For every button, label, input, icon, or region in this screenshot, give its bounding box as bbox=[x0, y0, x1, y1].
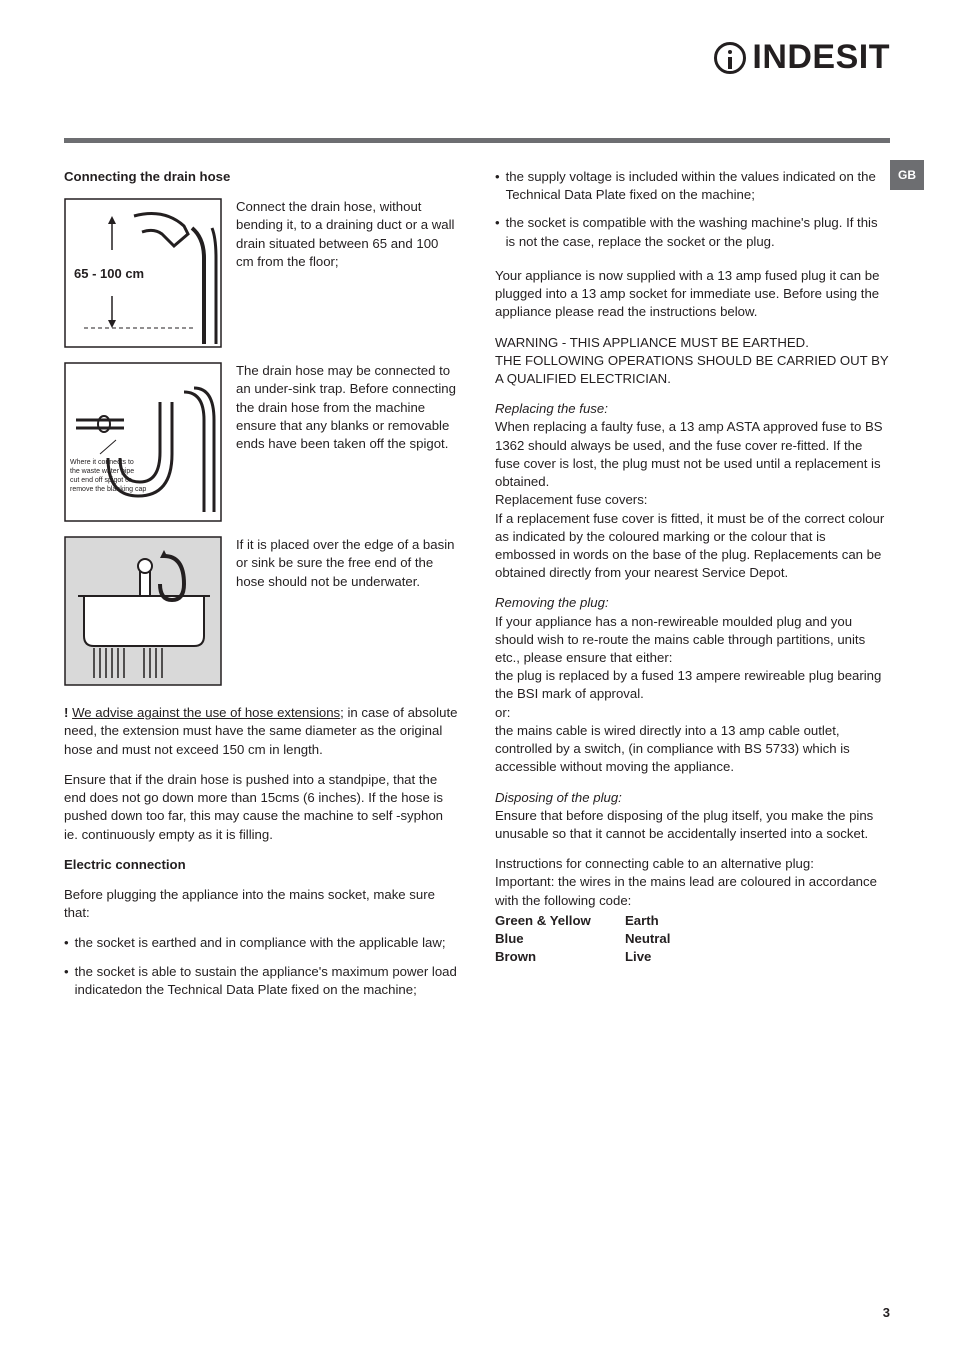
left-column: Connecting the drain hose bbox=[64, 168, 459, 1300]
wire-color: Blue bbox=[495, 930, 625, 948]
replacing-fuse-body: When replacing a faulty fuse, a 13 amp A… bbox=[495, 418, 890, 582]
wire-color-table: Green & Yellow Earth Blue Neutral Brown … bbox=[495, 912, 890, 967]
fig1-caption-svg: 65 - 100 cm bbox=[74, 266, 144, 281]
hose-extension-warning: ! We advise against the use of hose exte… bbox=[64, 704, 459, 759]
wire-code: Neutral bbox=[625, 930, 670, 948]
svg-text:the waste water pipe: the waste water pipe bbox=[70, 468, 134, 475]
electric-intro: Before plugging the appliance into the m… bbox=[64, 886, 459, 922]
figure-3-text: If it is placed over the edge of a basin… bbox=[236, 536, 459, 686]
removing-plug-body: If your appliance has a non-rewireable m… bbox=[495, 613, 890, 777]
alt-plug-instructions: Instructions for connecting cable to an … bbox=[495, 855, 890, 910]
heading-electric: Electric connection bbox=[64, 856, 459, 874]
brand-text: INDESIT bbox=[752, 38, 890, 77]
table-row: Brown Live bbox=[495, 948, 890, 966]
bullet-socket-compat: • the socket is compatible with the wash… bbox=[495, 214, 890, 250]
brand-logo: INDESIT bbox=[714, 38, 890, 77]
bullet-dot-icon: • bbox=[495, 214, 500, 250]
bullet-voltage: • the supply voltage is included within … bbox=[495, 168, 890, 204]
figure-sink-trap: Where it connects to the waste water pip… bbox=[64, 362, 222, 522]
bullet-maxload: • the socket is able to sustain the appl… bbox=[64, 963, 459, 999]
table-row: Green & Yellow Earth bbox=[495, 912, 890, 930]
supplied-plug: Your appliance is now supplied with a 13… bbox=[495, 267, 890, 322]
figure-2-text: The drain hose may be connected to an un… bbox=[236, 362, 459, 522]
right-column: • the supply voltage is included within … bbox=[495, 168, 890, 1300]
figure-basin-edge bbox=[64, 536, 222, 686]
bullet-voltage-text: the supply voltage is included within th… bbox=[506, 168, 890, 204]
figure-row-1: 65 - 100 cm Connect the drain hose, with… bbox=[64, 198, 459, 348]
bullet-maxload-text: the socket is able to sustain the applia… bbox=[75, 963, 459, 999]
header-rule bbox=[64, 138, 890, 143]
bullet-socket-compat-text: the socket is compatible with the washin… bbox=[506, 214, 890, 250]
page-number: 3 bbox=[883, 1305, 890, 1320]
wire-code: Earth bbox=[625, 912, 659, 930]
figure-row-2: Where it connects to the waste water pip… bbox=[64, 362, 459, 522]
svg-text:cut end off spigot or: cut end off spigot or bbox=[70, 477, 132, 484]
heading-drain-hose: Connecting the drain hose bbox=[64, 168, 459, 186]
figure-1-text: Connect the drain hose, without bending … bbox=[236, 198, 459, 348]
wire-color: Green & Yellow bbox=[495, 912, 625, 930]
warn-underline: We advise against the use of hose extens… bbox=[72, 705, 340, 720]
bullet-dot-icon: • bbox=[64, 963, 69, 999]
wire-code: Live bbox=[625, 948, 651, 966]
bullet-earthed-text: the socket is earthed and in compliance … bbox=[75, 934, 446, 952]
svg-text:remove the blanking cap: remove the blanking cap bbox=[70, 486, 146, 493]
svg-text:Where it connects to: Where it connects to bbox=[70, 459, 134, 466]
content-area: Connecting the drain hose bbox=[64, 168, 890, 1300]
warn-prefix: ! bbox=[64, 705, 72, 720]
earthed-warning: WARNING - THIS APPLIANCE MUST BE EARTHED… bbox=[495, 334, 890, 389]
wire-color: Brown bbox=[495, 948, 625, 966]
figure-drain-height: 65 - 100 cm bbox=[64, 198, 222, 348]
disposing-plug-body: Ensure that before disposing of the plug… bbox=[495, 807, 890, 843]
disposing-plug-heading: Disposing of the plug: bbox=[495, 789, 890, 807]
replacing-fuse-heading: Replacing the fuse: bbox=[495, 400, 890, 418]
bullet-dot-icon: • bbox=[64, 934, 69, 952]
brand-icon bbox=[714, 42, 746, 74]
language-tab: GB bbox=[890, 160, 924, 190]
bullet-dot-icon: • bbox=[495, 168, 500, 204]
removing-plug-heading: Removing the plug: bbox=[495, 594, 890, 612]
figure-row-3: If it is placed over the edge of a basin… bbox=[64, 536, 459, 686]
bullet-earthed: • the socket is earthed and in complianc… bbox=[64, 934, 459, 952]
standpipe-note: Ensure that if the drain hose is pushed … bbox=[64, 771, 459, 844]
table-row: Blue Neutral bbox=[495, 930, 890, 948]
manual-page: INDESIT GB Connecting the drain hose bbox=[0, 0, 954, 1350]
